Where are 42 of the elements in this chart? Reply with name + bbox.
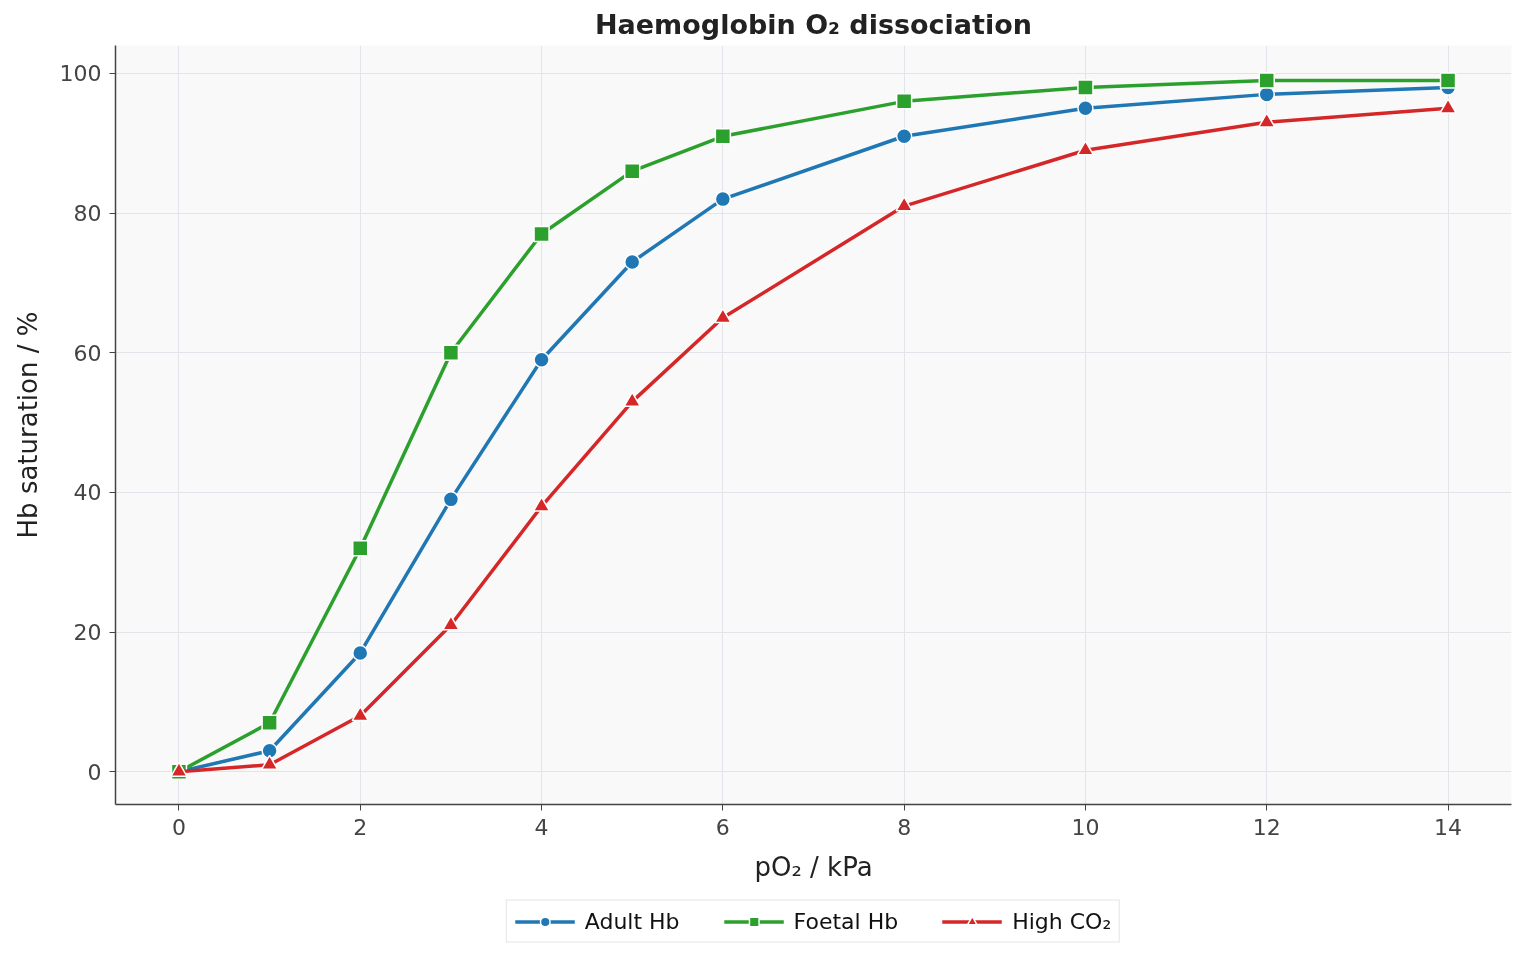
- point: [533, 351, 550, 368]
- x-tick-label: 2: [353, 814, 368, 840]
- legend-label: Foetal Hb: [793, 908, 899, 934]
- point: [442, 344, 460, 361]
- point: [714, 128, 732, 145]
- point: [623, 162, 641, 180]
- point: [352, 644, 369, 662]
- y-tick-label: 20: [73, 620, 102, 646]
- x-tick-label: 12: [1252, 814, 1281, 840]
- x-tick-label: 6: [715, 814, 730, 840]
- point: [623, 253, 641, 271]
- y-tick-label: 100: [59, 61, 102, 87]
- point: [1258, 72, 1275, 89]
- legend-label: High CO₂: [1012, 908, 1112, 934]
- point: [442, 491, 460, 508]
- legend-label: Adult Hb: [584, 908, 680, 934]
- y-tick-label: 80: [73, 201, 102, 227]
- y-tick-label: 40: [73, 480, 102, 506]
- x-axis-title: pO₂ / kPa: [754, 851, 873, 882]
- chart-title: Haemoglobin O₂ dissociation: [595, 8, 1033, 40]
- x-tick-label: 4: [534, 814, 549, 840]
- point: [261, 714, 278, 732]
- point: [1439, 72, 1457, 89]
- point: [442, 615, 460, 631]
- point: [261, 742, 278, 759]
- x-tick-label: 8: [897, 814, 912, 840]
- point: [352, 539, 369, 557]
- x-tick-label: 10: [1071, 814, 1100, 840]
- y-tick-label: 60: [73, 340, 102, 366]
- point: [1077, 79, 1094, 96]
- x-tick-label: 14: [1434, 814, 1463, 840]
- point: [895, 128, 913, 145]
- point: [714, 190, 732, 208]
- point: [533, 225, 550, 243]
- y-tick-label: 0: [87, 759, 102, 785]
- point: [351, 705, 369, 722]
- y-axis-title: Hb saturation / %: [12, 311, 43, 539]
- point: [895, 93, 913, 110]
- point: [260, 754, 279, 771]
- point: [532, 496, 551, 512]
- x-tick-label: 0: [171, 814, 186, 840]
- point: [1077, 100, 1094, 117]
